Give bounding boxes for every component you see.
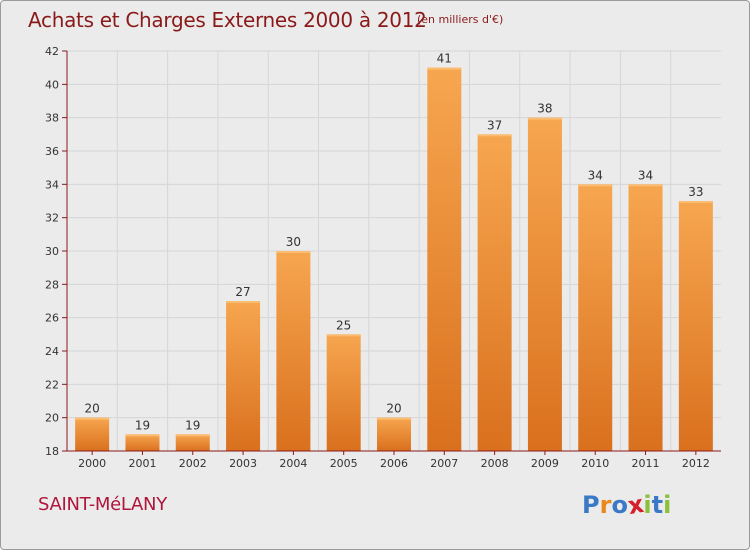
value-label: 19 <box>135 418 150 432</box>
value-label: 37 <box>487 118 502 132</box>
x-tick-label: 2005 <box>330 457 358 470</box>
bar-2007 <box>427 67 462 452</box>
logo-letter: P <box>582 491 600 519</box>
x-tick-label: 2011 <box>632 457 660 470</box>
chart-title: Achats et Charges Externes 2000 à 2012 <box>28 8 427 32</box>
y-tick-label: 36 <box>45 145 59 158</box>
y-tick-label: 42 <box>45 45 59 58</box>
value-label: 34 <box>588 168 603 182</box>
value-label: 19 <box>185 418 200 432</box>
y-tick-label: 30 <box>45 245 59 258</box>
value-label: 34 <box>638 168 653 182</box>
bar-highlight <box>326 334 361 337</box>
logo-letter: i <box>643 491 652 519</box>
bar-highlight <box>175 434 210 437</box>
labels: 18 20 22 24 26 28 30 32 34 36 38 40 42 20 2000 19 2001 19… <box>45 45 710 470</box>
bar-2001 <box>125 434 160 451</box>
x-tick-label: 2000 <box>78 457 106 470</box>
bar-highlight <box>226 301 261 303</box>
value-label: 41 <box>437 52 452 66</box>
y-tick-label: 28 <box>45 278 59 291</box>
bar-highlight <box>377 417 411 420</box>
bar-highlight <box>276 251 311 253</box>
proxiti-logo[interactable]: Proxiti <box>582 490 672 520</box>
value-label: 20 <box>386 402 401 416</box>
x-tick-label: 2003 <box>229 457 257 470</box>
bar-2012 <box>678 201 713 451</box>
bar-2009 <box>527 117 562 452</box>
x-tick-label: 2009 <box>531 457 559 470</box>
y-tick-label: 24 <box>45 345 59 358</box>
bar-2006 <box>377 417 411 451</box>
value-label: 30 <box>286 235 301 249</box>
bar-highlight <box>678 201 713 203</box>
x-tick-label: 2010 <box>581 457 609 470</box>
axes <box>62 50 721 455</box>
grid-lines <box>67 50 721 451</box>
y-tick-label: 40 <box>45 78 59 91</box>
bar-2005 <box>326 334 361 451</box>
y-tick-label: 18 <box>45 445 59 458</box>
value-label: 20 <box>85 402 100 416</box>
bar-highlight <box>125 434 160 437</box>
x-tick-label: 2008 <box>481 457 509 470</box>
bar-2004 <box>276 251 311 451</box>
bar-2011 <box>628 184 663 452</box>
value-label: 33 <box>688 185 703 199</box>
x-tick-label: 2004 <box>279 457 307 470</box>
bar-highlight <box>477 134 512 137</box>
bar-highlight <box>527 117 562 120</box>
x-tick-label: 2006 <box>380 457 408 470</box>
y-tick-label: 26 <box>45 312 59 325</box>
logo-letter: t <box>651 491 664 519</box>
value-label: 38 <box>537 102 552 116</box>
value-label: 27 <box>235 285 250 299</box>
value-label: 25 <box>336 318 351 332</box>
y-tick-label: 34 <box>45 178 59 191</box>
bar-highlight <box>578 184 613 187</box>
y-tick-label: 20 <box>45 412 59 425</box>
chart-unit: (en milliers d'€) <box>417 13 504 26</box>
y-tick-label: 22 <box>45 378 59 391</box>
x-tick-label: 2002 <box>179 457 207 470</box>
place-name: SAINT-MéLANY <box>38 494 167 515</box>
logo-letter: i <box>663 491 672 519</box>
bar-2003 <box>226 301 261 451</box>
y-tick-label: 38 <box>45 112 59 125</box>
bar-2010 <box>578 184 613 452</box>
x-tick-label: 2001 <box>128 457 156 470</box>
bars <box>75 67 713 452</box>
bar-highlight <box>75 417 110 420</box>
bar-highlight <box>628 184 663 187</box>
bar-2000 <box>75 417 110 451</box>
logo-letter: r <box>599 491 612 519</box>
bar-highlight <box>427 67 462 70</box>
y-tick-label: 32 <box>45 212 59 225</box>
x-tick-label: 2012 <box>682 457 710 470</box>
x-tick-label: 2007 <box>430 457 458 470</box>
bar-2002 <box>175 434 210 451</box>
logo-letter: o <box>611 491 628 519</box>
bar-2008 <box>477 134 512 452</box>
